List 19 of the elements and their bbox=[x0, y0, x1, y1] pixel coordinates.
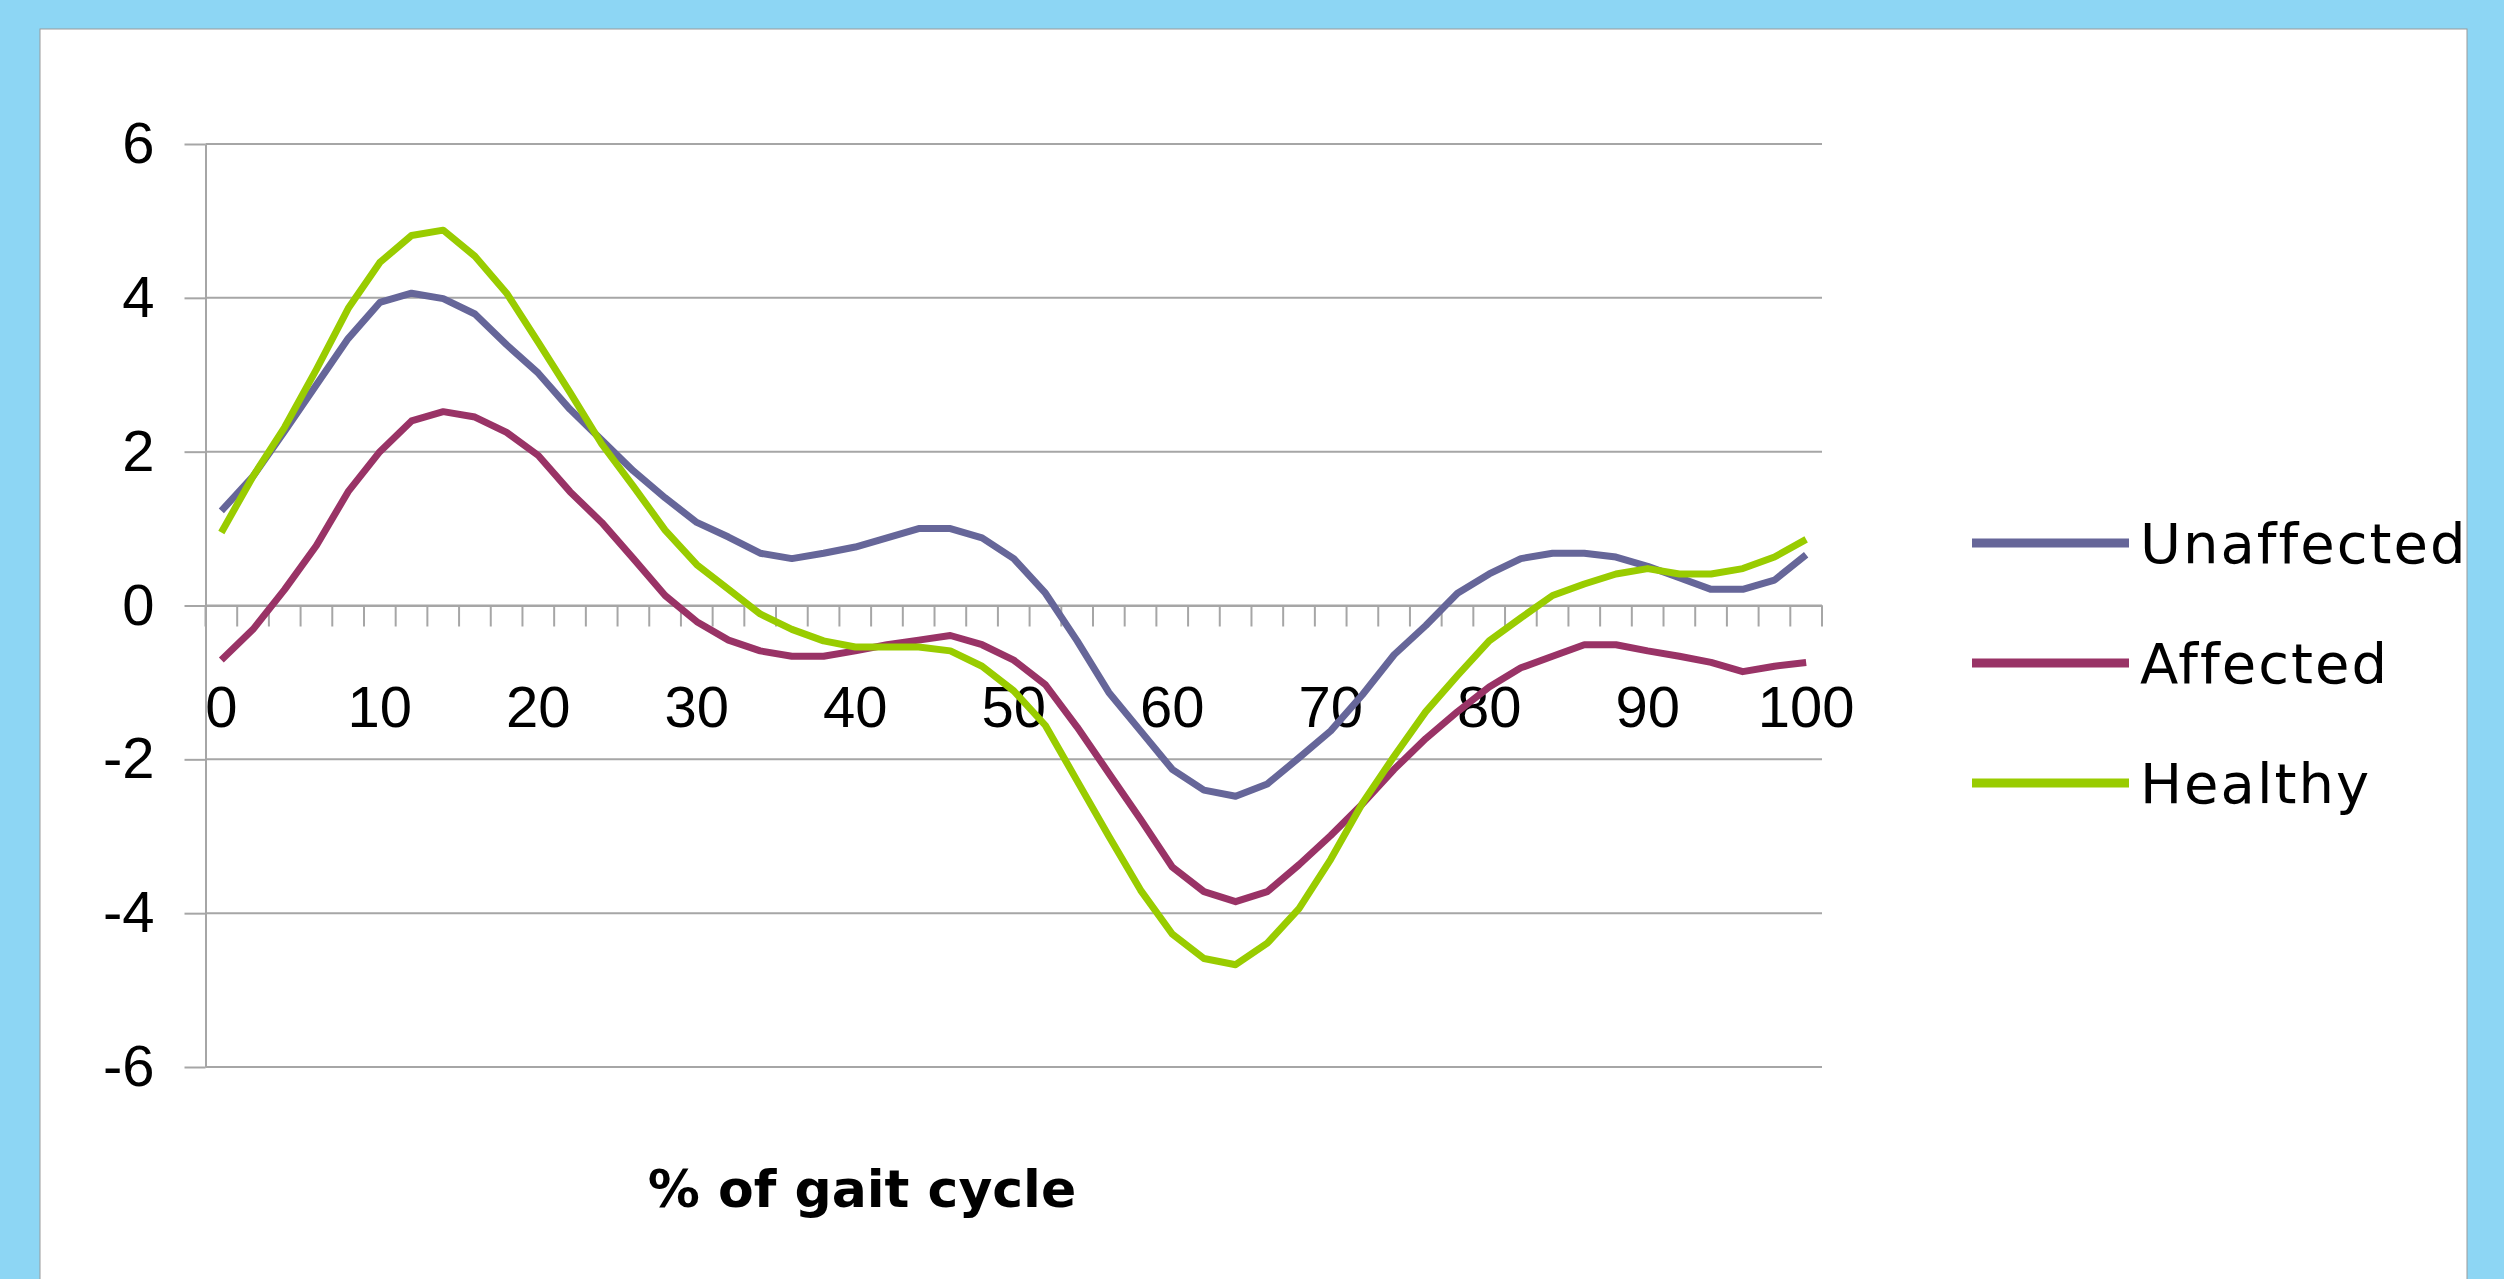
x-tick-label: 60 bbox=[1139, 673, 1205, 739]
x-axis-title: % of gait cycle bbox=[647, 1159, 1077, 1219]
x-tick-label: 20 bbox=[506, 673, 571, 739]
x-tick-label: 0 bbox=[205, 673, 238, 739]
legend-label: Healthy bbox=[2140, 750, 2372, 816]
legend-label: Affected bbox=[2140, 630, 2389, 696]
legend-label: Unaffected bbox=[2140, 510, 2468, 576]
y-tick-label: -4 bbox=[102, 879, 155, 945]
y-tick-label: 6 bbox=[122, 110, 155, 176]
x-tick-label: 40 bbox=[823, 673, 888, 739]
x-tick-label: 10 bbox=[347, 673, 413, 739]
x-tick-label: 100 bbox=[1757, 673, 1855, 739]
x-tick-label: 30 bbox=[664, 673, 730, 739]
y-tick-label: -6 bbox=[102, 1033, 155, 1099]
y-tick-label: 0 bbox=[122, 571, 155, 637]
y-tick-label: -2 bbox=[102, 725, 155, 791]
y-tick-label: 2 bbox=[122, 417, 155, 483]
y-tick-label: 4 bbox=[122, 263, 155, 329]
x-tick-label: 90 bbox=[1615, 673, 1680, 739]
